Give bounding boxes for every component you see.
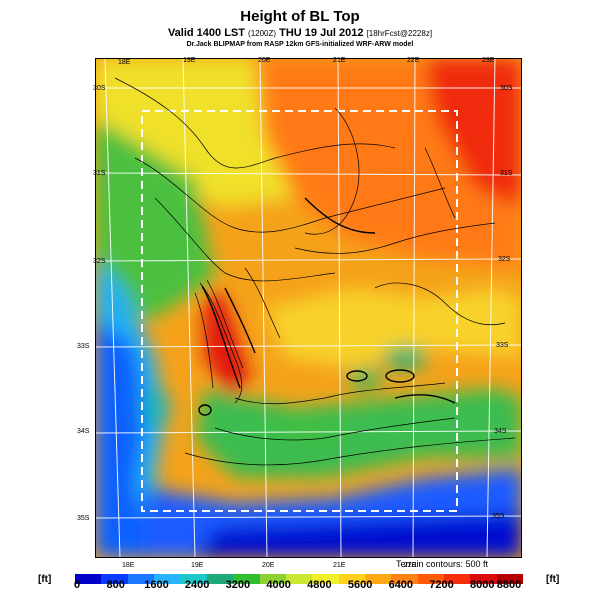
graticule [95, 58, 522, 558]
colorbar-swatch [75, 574, 102, 584]
terrain-contours-bold [198, 197, 456, 416]
valid-time: Valid 1400 LST (1200Z) THU 19 Jul 2012 [… [0, 27, 600, 39]
colorbar-unit-left: [ft] [38, 574, 52, 585]
lon-label-bottom: 22E [404, 562, 417, 569]
lat-label-right: 35S [492, 513, 505, 520]
lon-label-bottom: 19E [191, 562, 204, 569]
colorbar-tick-label: 0 [73, 579, 81, 591]
inner-domain-box [141, 110, 458, 512]
field-northwest-yellow [95, 58, 295, 208]
field-deep-ocean [195, 513, 522, 558]
valid-date: THU 19 Jul 2012 [279, 27, 364, 39]
lon-label-top: 19E [183, 57, 196, 64]
colorbar-tick-label: 5600 [347, 579, 373, 591]
lat-label-right: 34S [494, 428, 507, 435]
lon-label-bottom: 21E [333, 562, 346, 569]
colorbar-tick-label: 4800 [307, 579, 332, 591]
colorbar-tick-label: 1600 [144, 579, 169, 591]
colorbar-tick-label: 2400 [184, 579, 210, 591]
colorbar-swatch [259, 574, 286, 584]
colorbar-tick-label: 3200 [225, 579, 251, 591]
colorbar-swatch [127, 574, 155, 584]
colorbar-swatch [444, 574, 471, 584]
colorbar-swatch [470, 574, 497, 584]
lat-label-left: 34S [77, 428, 90, 435]
page-title: Height of BL Top [240, 8, 360, 25]
colorbar-tick-label: 800 [106, 579, 125, 591]
lon-label-top: 21E [333, 57, 346, 64]
forecast-info: [18hrFcst@2228z] [366, 29, 433, 38]
terrain-contours [114, 77, 516, 466]
lat-label-left: 31S [93, 170, 106, 177]
field-pocket-3 [265, 418, 345, 438]
lat-label-right: 31S [500, 170, 513, 177]
valid-utc: (1200Z) [248, 29, 277, 38]
field-pocket-4 [140, 388, 170, 428]
lon-label-bottom: 18E [122, 562, 135, 569]
colorbar-tick-label: 4000 [266, 579, 291, 591]
field-pocket-2 [347, 368, 383, 388]
lat-label-right: 33S [496, 342, 509, 349]
valid-line: Valid 1400 LST [167, 27, 245, 39]
colorbar-swatch [312, 574, 339, 584]
lon-label-top: 20E [258, 57, 271, 64]
colorbar-tick-label: 8000 [470, 579, 495, 591]
colorbar-swatch [180, 574, 207, 584]
lon-label-bottom: 20E [262, 562, 275, 569]
field-atlantic [95, 318, 155, 558]
field-south-coast [195, 388, 522, 478]
lat-label-right: 32S [498, 256, 511, 263]
bl-top-map [95, 58, 522, 558]
lat-label-left: 30S [93, 85, 106, 92]
colorbar-swatch [391, 574, 418, 584]
lon-label-top: 23E [482, 57, 495, 64]
colorbar-unit-right: [ft] [546, 574, 560, 585]
lat-label-left: 35S [77, 515, 90, 522]
colorbar [75, 574, 524, 584]
lat-label-left: 33S [77, 343, 90, 350]
colorbar-swatch [154, 574, 181, 584]
colorbar-tick-label: 7200 [429, 579, 454, 591]
lon-label-top: 18E [118, 59, 131, 66]
lat-label-right: 30S [500, 85, 513, 92]
colorbar-swatch [338, 574, 365, 584]
colorbar-swatch [417, 574, 445, 584]
colorbar-tick-label: 8800 [496, 579, 522, 591]
lat-label-left: 32S [93, 258, 106, 265]
colorbar-swatch [364, 574, 392, 584]
lon-label-top: 22E [407, 57, 420, 64]
model-credit: Dr.Jack BLIPMAP from RASP 12km GFS-initi… [186, 41, 414, 48]
field-west-green [95, 118, 215, 318]
colorbar-swatch [496, 574, 524, 584]
field-pocket-1 [383, 346, 427, 370]
colorbar-tick-label: 6400 [388, 579, 414, 591]
colorbar-swatch [285, 574, 313, 584]
terrain-note: Terrain contours: 500 ft [396, 559, 489, 569]
colorbar-swatch [233, 574, 260, 584]
colorbar-swatch [101, 574, 128, 584]
field-far-northeast [425, 58, 522, 208]
colorbar-swatch [206, 574, 234, 584]
